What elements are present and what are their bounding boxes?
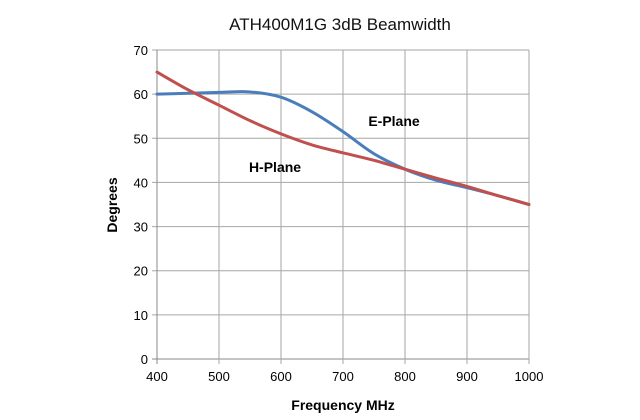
series-lines [155,70,531,206]
x-axis-label: Frequency MHz [291,397,394,413]
y-tick-label: 50 [134,131,148,146]
x-tick-label: 800 [394,369,416,384]
y-tick-label: 20 [134,264,148,279]
y-tick-label: 10 [134,308,148,323]
series-line-h-plane [155,70,531,206]
y-tick-label: 40 [134,175,148,190]
y-tick-label: 60 [134,87,148,102]
tick-labels: 0 10 20 30 40 50 60 70 400 500 600 700 800 900 1000 [134,43,544,384]
y-tick-label: 70 [134,43,148,58]
x-tick-label: 700 [332,369,354,384]
annotation-e-plane: E-Plane [368,113,420,129]
y-axis-label: Degrees [104,177,120,232]
annotation-h-plane: H-Plane [249,159,301,175]
chart-title: ATH400M1G 3dB Beamwidth [229,15,451,34]
x-tick-label: 500 [208,369,230,384]
x-tick-label: 900 [456,369,478,384]
y-tick-label: 30 [134,220,148,235]
x-tick-label: 600 [270,369,292,384]
x-tick-label: 400 [146,369,168,384]
x-tick-label: 1000 [515,369,544,384]
y-tick-label: 0 [141,352,148,367]
grid [152,49,530,364]
